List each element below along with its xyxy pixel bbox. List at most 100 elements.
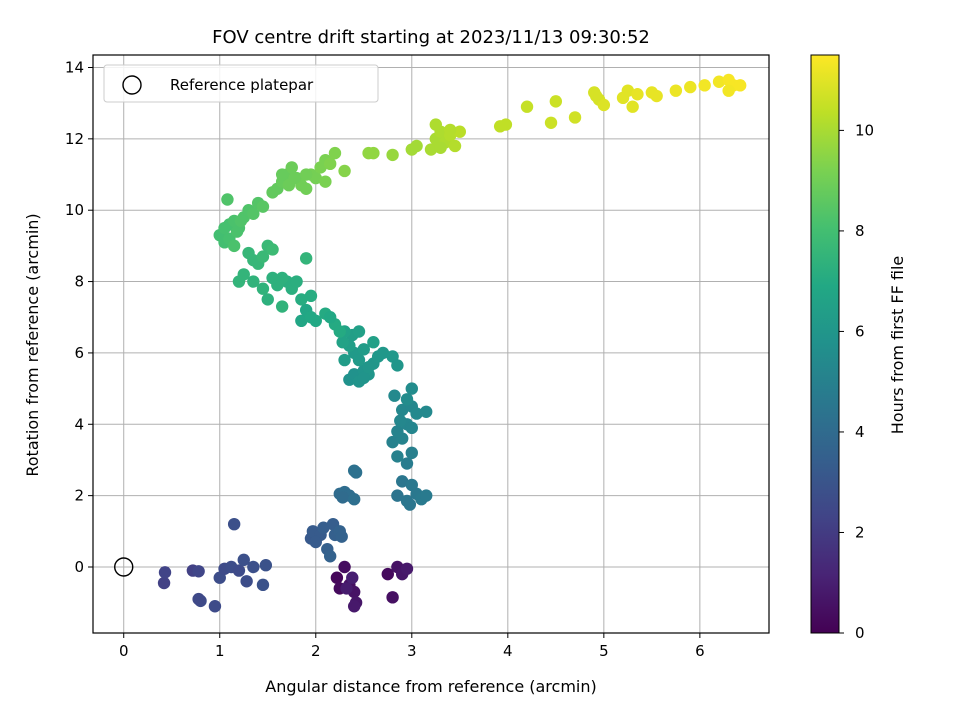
data-point: [434, 141, 447, 154]
data-point: [391, 359, 404, 372]
data-point: [299, 182, 313, 195]
data-point: [712, 75, 726, 88]
data-point: [275, 271, 289, 285]
data-point: [400, 457, 414, 470]
x-tick-label: 3: [407, 642, 417, 660]
data-point: [261, 293, 274, 306]
data-point: [419, 405, 433, 418]
data-point: [328, 146, 342, 160]
data-point: [247, 560, 260, 574]
data-point: [589, 89, 603, 103]
y-tick-label: 4: [74, 415, 84, 433]
data-point: [340, 582, 353, 595]
data-point: [234, 214, 248, 228]
data-point: [444, 123, 457, 137]
data-point: [208, 600, 222, 613]
data-point: [391, 425, 404, 438]
data-point: [410, 139, 423, 153]
data-point: [381, 567, 394, 581]
colorbar-tick-label: 8: [855, 222, 865, 240]
x-tick-label: 4: [503, 642, 513, 660]
data-point: [568, 111, 582, 124]
data-points: [114, 73, 747, 613]
data-point: [621, 84, 635, 97]
data-point: [520, 100, 534, 113]
data-point: [394, 414, 407, 427]
colorbar-ticks: 0 2 4 6 8 10: [839, 121, 874, 642]
data-point: [295, 314, 308, 328]
data-point: [288, 171, 301, 185]
data-point: [290, 275, 303, 288]
x-tick-label: 6: [695, 642, 705, 660]
colorbar-tick-label: 6: [855, 322, 865, 340]
colorbar-tick-label: 4: [855, 423, 865, 441]
data-point: [285, 161, 298, 174]
data-point: [237, 553, 250, 567]
data-point: [256, 250, 270, 263]
data-point: [367, 146, 380, 160]
data-point: [309, 314, 322, 328]
data-point: [722, 84, 735, 97]
data-point: [232, 275, 246, 288]
data-point: [698, 79, 711, 92]
legend-label: Reference platepar: [170, 76, 314, 94]
data-point: [192, 565, 205, 578]
data-point: [549, 95, 563, 108]
data-point: [299, 168, 313, 181]
data-point: [240, 575, 253, 588]
data-point: [400, 562, 414, 575]
x-tick-label: 0: [119, 642, 129, 660]
data-point: [338, 353, 351, 367]
data-point: [395, 403, 409, 417]
data-point: [352, 325, 366, 338]
data-point: [388, 389, 401, 402]
data-point: [256, 282, 270, 295]
data-point: [338, 560, 351, 574]
data-point: [227, 239, 241, 253]
data-point: [349, 466, 363, 479]
data-point: [309, 171, 322, 185]
data-point: [386, 148, 399, 162]
data-point: [333, 325, 346, 338]
data-point: [400, 393, 414, 406]
data-point: [158, 566, 172, 579]
data-point: [347, 493, 361, 506]
legend-box: [103, 64, 379, 103]
y-tick-label: 14: [65, 58, 84, 76]
data-point: [499, 118, 513, 131]
data-point: [336, 336, 349, 349]
data-point: [247, 275, 260, 288]
data-point: [405, 382, 418, 395]
data-point: [650, 89, 663, 103]
data-point: [448, 139, 462, 153]
data-point: [669, 84, 683, 97]
data-point: [323, 311, 337, 324]
data-point: [323, 550, 337, 563]
data-point: [347, 600, 361, 613]
data-point: [346, 571, 359, 584]
data-point: [626, 100, 639, 113]
data-point: [227, 517, 241, 531]
plot-frame: [92, 54, 770, 634]
y-tick-label: 8: [74, 273, 84, 291]
data-point: [232, 564, 246, 577]
data-point: [403, 498, 417, 511]
data-point: [192, 592, 205, 606]
data-point: [733, 79, 747, 92]
chart-title: FOV centre drift starting at 2023/11/13 …: [212, 27, 650, 48]
y-tick-label: 10: [65, 201, 84, 219]
y-tick-label: 2: [74, 487, 84, 505]
data-point: [259, 559, 273, 572]
data-point: [256, 578, 270, 592]
colorbar-tick-label: 10: [855, 121, 874, 139]
x-axis-label: Angular distance from reference (arcmin): [265, 677, 596, 696]
data-point: [367, 336, 380, 349]
data-point: [410, 407, 423, 420]
y-tick-label: 12: [65, 130, 84, 148]
data-point: [405, 421, 418, 435]
colorbar-gradient: [810, 54, 840, 634]
y-tick-label: 6: [74, 344, 84, 362]
x-tick-label: 1: [215, 642, 225, 660]
y-tick-label: 0: [74, 558, 84, 576]
data-point: [338, 164, 351, 178]
